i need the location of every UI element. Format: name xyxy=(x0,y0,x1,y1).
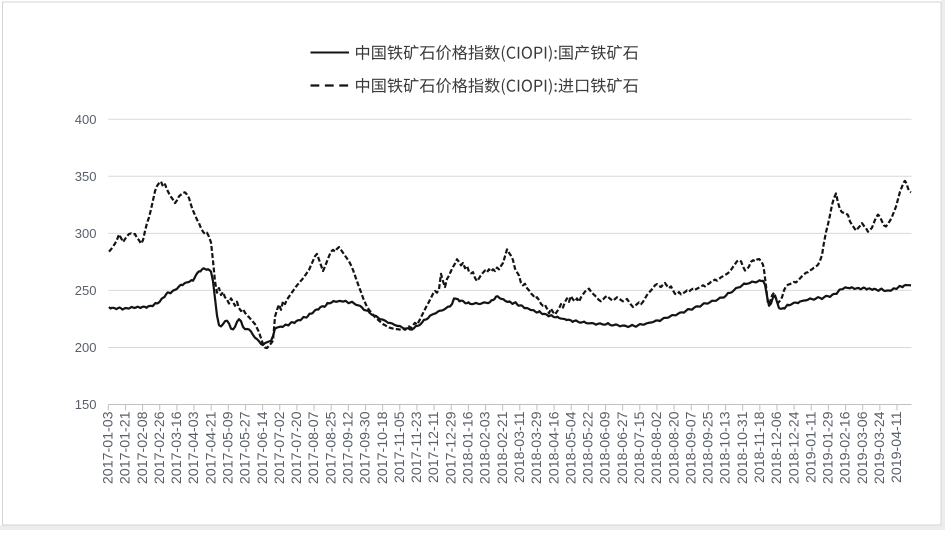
svg-text:2017-12-11: 2017-12-11 xyxy=(426,411,442,483)
svg-text:2018-11-18: 2018-11-18 xyxy=(752,411,768,483)
svg-text:2017-01-21: 2017-01-21 xyxy=(118,411,134,484)
svg-text:2018-08-02: 2018-08-02 xyxy=(649,411,665,484)
svg-text:2017-09-12: 2017-09-12 xyxy=(341,411,357,484)
svg-text:2017-05-09: 2017-05-09 xyxy=(221,411,237,484)
svg-text:2017-02-26: 2017-02-26 xyxy=(152,411,168,484)
svg-text:400: 400 xyxy=(75,112,97,127)
svg-text:2017-01-03: 2017-01-03 xyxy=(101,411,117,484)
svg-text:2019-01-29: 2019-01-29 xyxy=(821,411,837,484)
svg-text:2018-03-11: 2018-03-11 xyxy=(512,411,528,483)
svg-text:2018-09-25: 2018-09-25 xyxy=(701,411,717,484)
svg-text:2019-03-06: 2019-03-06 xyxy=(855,411,871,484)
svg-text:2017-11-05: 2017-11-05 xyxy=(392,411,408,483)
svg-text:2018-02-21: 2018-02-21 xyxy=(495,411,511,484)
svg-text:2017-03-16: 2017-03-16 xyxy=(169,411,185,484)
svg-text:2019-01-11: 2019-01-11 xyxy=(803,411,819,483)
svg-text:2018-07-15: 2018-07-15 xyxy=(632,411,648,484)
svg-text:2018-04-16: 2018-04-16 xyxy=(546,411,562,484)
svg-text:2017-12-29: 2017-12-29 xyxy=(443,411,459,484)
svg-text:2018-05-22: 2018-05-22 xyxy=(581,411,597,484)
svg-text:2017-04-03: 2017-04-03 xyxy=(186,411,202,484)
svg-text:2017-08-25: 2017-08-25 xyxy=(323,411,339,484)
svg-text:2018-08-20: 2018-08-20 xyxy=(666,411,682,484)
svg-text:2018-05-04: 2018-05-04 xyxy=(563,411,579,484)
svg-text:2018-09-07: 2018-09-07 xyxy=(683,411,699,484)
svg-text:2017-04-21: 2017-04-21 xyxy=(203,411,219,484)
svg-text:2019-04-11: 2019-04-11 xyxy=(889,411,905,483)
svg-text:2018-12-06: 2018-12-06 xyxy=(769,411,785,484)
svg-text:2018-01-16: 2018-01-16 xyxy=(461,411,477,484)
svg-text:2017-05-27: 2017-05-27 xyxy=(238,411,254,484)
svg-text:2018-03-29: 2018-03-29 xyxy=(529,411,545,484)
svg-text:2017-06-14: 2017-06-14 xyxy=(255,411,271,484)
svg-text:2017-09-30: 2017-09-30 xyxy=(358,411,374,484)
svg-text:2017-07-02: 2017-07-02 xyxy=(272,411,288,484)
svg-text:250: 250 xyxy=(75,283,97,298)
svg-text:2018-06-09: 2018-06-09 xyxy=(598,411,614,484)
svg-text:2017-07-20: 2017-07-20 xyxy=(289,411,305,484)
svg-text:200: 200 xyxy=(75,340,97,355)
svg-text:2017-08-07: 2017-08-07 xyxy=(306,411,322,484)
svg-text:2018-12-24: 2018-12-24 xyxy=(786,411,802,484)
svg-text:2018-10-13: 2018-10-13 xyxy=(718,411,734,484)
svg-text:350: 350 xyxy=(75,169,97,184)
svg-text:300: 300 xyxy=(75,226,97,241)
svg-text:2017-11-23: 2017-11-23 xyxy=(409,411,425,483)
svg-text:2018-10-31: 2018-10-31 xyxy=(735,411,751,484)
svg-text:2018-06-27: 2018-06-27 xyxy=(615,411,631,484)
svg-text:2019-03-24: 2019-03-24 xyxy=(872,411,888,484)
svg-text:2017-10-18: 2017-10-18 xyxy=(375,411,391,484)
svg-text:2017-02-08: 2017-02-08 xyxy=(135,411,151,484)
svg-text:150: 150 xyxy=(75,397,97,412)
svg-text:2018-02-03: 2018-02-03 xyxy=(478,411,494,484)
svg-text:2019-02-16: 2019-02-16 xyxy=(838,411,854,484)
